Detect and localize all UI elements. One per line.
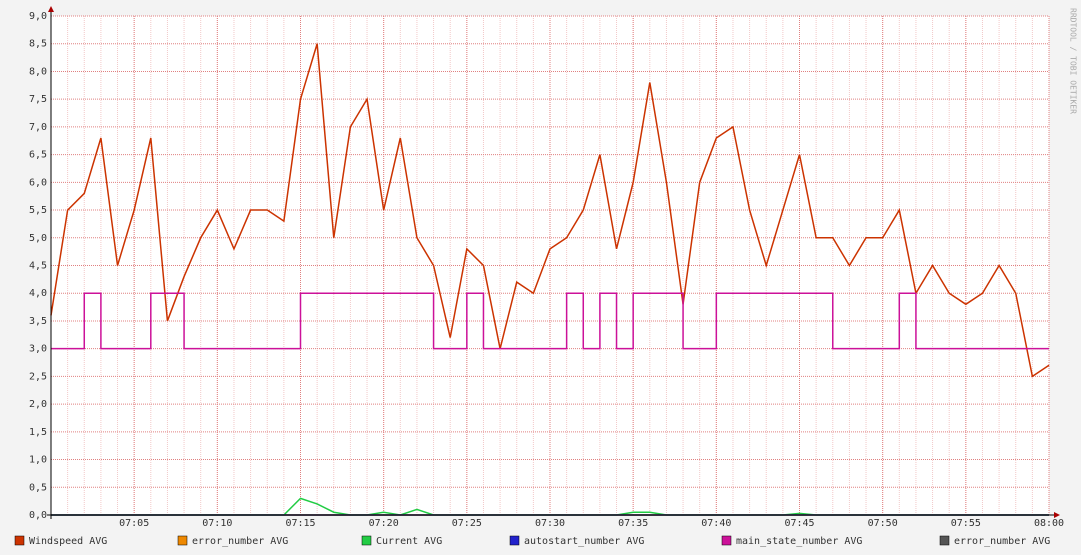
legend-label: Current AVG: [376, 536, 442, 547]
y-tick-label: 6,0: [29, 177, 47, 188]
y-tick-label: 1,0: [29, 455, 47, 466]
legend-swatch: [509, 535, 520, 546]
legend-swatch: [14, 535, 25, 546]
y-tick-label: 0,0: [29, 510, 47, 521]
x-tick-label: 07:15: [285, 518, 315, 529]
y-tick-label: 2,0: [29, 399, 47, 410]
y-tick-label: 7,0: [29, 122, 47, 133]
y-tick-label: 2,5: [29, 371, 47, 382]
x-tick-label: 07:30: [535, 518, 565, 529]
y-tick-label: 4,5: [29, 261, 47, 272]
y-tick-label: 4,0: [29, 288, 47, 299]
x-tick-label: 07:40: [701, 518, 731, 529]
axis-arrow: [1054, 512, 1060, 518]
legend-label: main_state_number AVG: [736, 536, 862, 547]
y-tick-label: 6,5: [29, 150, 47, 161]
legend-swatch: [939, 535, 950, 546]
y-tick-label: 3,5: [29, 316, 47, 327]
y-tick-label: 3,0: [29, 344, 47, 355]
series-line: [51, 292, 1049, 350]
y-tick-label: 7,5: [29, 94, 47, 105]
x-tick-label: 07:50: [868, 518, 898, 529]
y-tick-label: 8,5: [29, 39, 47, 50]
x-tick-label: 07:05: [119, 518, 149, 529]
legend-label: Windspeed AVG: [29, 536, 107, 547]
y-tick-label: 1,5: [29, 427, 47, 438]
y-tick-label: 5,0: [29, 233, 47, 244]
x-tick-label: 07:45: [784, 518, 814, 529]
legend-swatch: [361, 535, 372, 546]
x-tick-label: 07:10: [202, 518, 232, 529]
x-tick-label: 07:55: [951, 518, 981, 529]
x-tick-label: 07:25: [452, 518, 482, 529]
legend-label: error_number AVG: [954, 536, 1050, 547]
legend-swatch: [177, 535, 188, 546]
y-tick-label: 0,5: [29, 482, 47, 493]
legend-label: autostart_number AVG: [524, 536, 644, 547]
watermark: RRDTOOL / TOBI OETIKER: [1069, 8, 1078, 114]
y-tick-label: 8,0: [29, 66, 47, 77]
x-tick-label: 08:00: [1034, 518, 1064, 529]
x-tick-label: 07:20: [369, 518, 399, 529]
y-tick-label: 9,0: [29, 11, 47, 22]
x-tick-label: 07:35: [618, 518, 648, 529]
series-line: [50, 43, 1050, 378]
legend-swatch: [721, 535, 732, 546]
axis-arrow: [48, 6, 54, 12]
legend-label: error_number AVG: [192, 536, 288, 547]
y-tick-label: 5,5: [29, 205, 47, 216]
